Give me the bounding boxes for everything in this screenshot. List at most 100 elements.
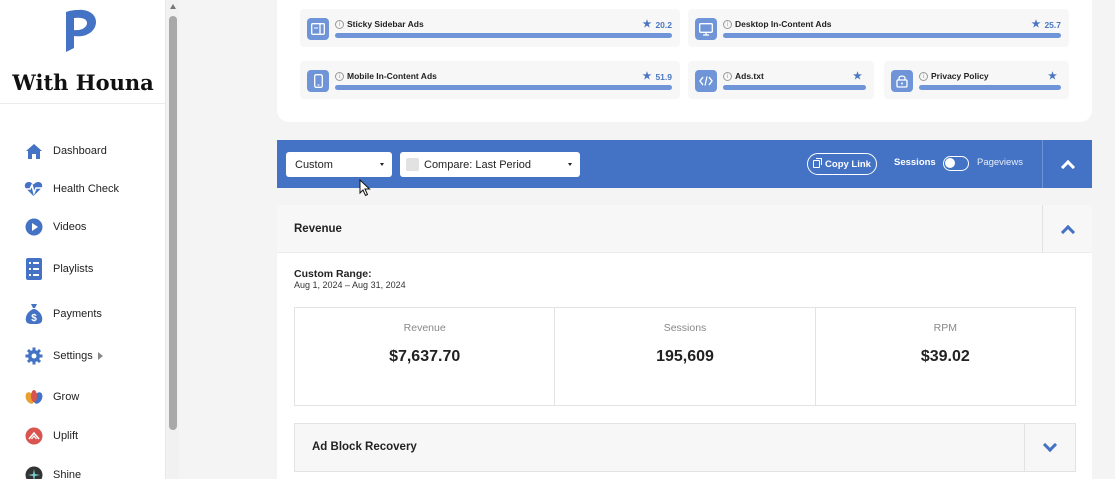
range-value: Aug 1, 2024 – Aug 31, 2024 <box>294 280 406 290</box>
ad-item-ads-txt[interactable]: i Ads.txt ★ <box>688 61 874 99</box>
home-icon <box>24 142 43 161</box>
gear-icon <box>24 347 43 366</box>
lock-icon <box>891 70 913 92</box>
star-icon: ★ <box>642 19 652 30</box>
ad-item-desktop-in-content[interactable]: i Desktop In-Content Ads ★ 25.7 <box>688 9 1069 47</box>
chevron-up-icon <box>1060 159 1075 174</box>
code-icon <box>695 70 717 92</box>
ad-score: ★ 20.2 <box>642 19 672 30</box>
chevron-down-icon <box>1042 437 1058 453</box>
ad-progress-bar <box>335 85 672 90</box>
ad-score: ★ <box>853 71 866 82</box>
nav-item-grow[interactable]: Grow <box>24 384 79 410</box>
toggle-label-pageviews: Pageviews <box>977 157 1023 168</box>
nav-label: Payments <box>53 308 102 320</box>
date-range-value: Custom <box>295 158 333 171</box>
ad-name: Sticky Sidebar Ads <box>347 19 424 29</box>
caret-down-icon <box>568 163 572 166</box>
ad-item-privacy-policy[interactable]: i Privacy Policy ★ <box>884 61 1069 99</box>
revenue-header[interactable]: Revenue <box>277 205 1092 253</box>
ad-score: ★ 25.7 <box>1031 19 1061 30</box>
sidebar-scrollbar[interactable] <box>167 0 179 479</box>
sessions-pageviews-toggle[interactable] <box>943 156 969 171</box>
info-icon[interactable]: i <box>723 72 732 81</box>
brand-name: With Houna <box>12 70 154 95</box>
caret-right-icon <box>97 352 103 360</box>
metric-revenue: Revenue $7,637.70 <box>295 308 556 405</box>
sidebar-layout-icon <box>307 18 329 40</box>
scroll-thumb[interactable] <box>169 16 177 430</box>
nav-label: Uplift <box>53 430 79 442</box>
ad-progress-fill <box>723 33 1061 38</box>
info-icon[interactable]: i <box>723 20 732 29</box>
nav-item-dashboard[interactable]: Dashboard <box>24 138 107 164</box>
filter-toolbar: Custom Compare: Last Period Copy Link Se… <box>277 140 1092 188</box>
money-bag-icon: $ <box>24 304 43 324</box>
ad-progress-fill <box>723 85 866 90</box>
ad-score-value: 20.2 <box>655 19 672 30</box>
info-icon[interactable]: i <box>919 72 928 81</box>
ad-progress-fill <box>335 85 672 90</box>
ad-progress-bar <box>723 33 1061 38</box>
toolbar-collapse-button[interactable] <box>1042 140 1092 188</box>
uplift-icon <box>24 427 43 446</box>
toggle-label-sessions: Sessions <box>894 157 936 168</box>
nav-item-settings[interactable]: Settings <box>24 343 103 369</box>
nav-item-payments[interactable]: $ Payments <box>24 301 102 327</box>
nav-item-videos[interactable]: Videos <box>24 214 86 240</box>
ad-progress-bar <box>723 85 866 90</box>
nav-item-playlists[interactable]: Playlists <box>24 256 93 282</box>
nav-label: Shine <box>53 469 82 479</box>
star-icon: ★ <box>853 71 862 82</box>
scroll-up-arrow-icon[interactable] <box>170 4 176 9</box>
logo-icon <box>66 9 96 53</box>
mouse-cursor-icon <box>359 179 371 197</box>
metric-label: Sessions <box>663 322 707 334</box>
info-icon[interactable]: i <box>335 72 344 81</box>
nav-item-health-check[interactable]: Health Check <box>24 176 119 202</box>
mobile-phone-icon <box>307 70 329 92</box>
ad-name: Privacy Policy <box>931 71 989 81</box>
nav-item-shine[interactable]: Shine <box>24 462 81 479</box>
heartbeat-icon <box>24 180 43 199</box>
ad-score: ★ <box>1048 71 1061 82</box>
date-range-select[interactable]: Custom <box>286 152 392 177</box>
chevron-up-icon <box>1060 224 1075 239</box>
playlist-icon <box>24 258 43 280</box>
info-icon[interactable]: i <box>335 20 344 29</box>
ad-block-recovery-panel[interactable]: Ad Block Recovery <box>294 423 1076 472</box>
copy-link-button[interactable]: Copy Link <box>807 153 877 175</box>
ad-score-value: 51.9 <box>655 71 672 82</box>
compare-select[interactable]: Compare: Last Period <box>400 152 580 177</box>
caret-down-icon <box>380 163 384 166</box>
nav-label: Dashboard <box>53 145 107 157</box>
ad-score: ★ 51.9 <box>642 71 672 82</box>
ad-progress-bar <box>335 33 672 38</box>
ad-score-value: 25.7 <box>1044 19 1061 30</box>
compare-value: Compare: Last Period <box>424 158 531 171</box>
toggle-knob <box>945 158 955 168</box>
ad-units-card: i Sticky Sidebar Ads ★ 20.2 i Desktop In-… <box>277 0 1092 122</box>
compare-color-swatch <box>406 158 419 171</box>
ad-item-mobile-in-content[interactable]: i Mobile In-Content Ads ★ 51.9 <box>300 61 680 99</box>
revenue-title: Revenue <box>294 223 342 235</box>
nav-label: Videos <box>53 221 87 233</box>
revenue-card: Revenue Custom Range: Aug 1, 2024 – Aug … <box>277 205 1092 479</box>
metric-label: Revenue <box>403 322 446 334</box>
star-icon: ★ <box>642 71 652 82</box>
desktop-monitor-icon <box>695 18 717 40</box>
sidebar: With Houna Dashboard Health Check Videos <box>0 0 166 479</box>
ad-item-sticky-sidebar[interactable]: i Sticky Sidebar Ads ★ 20.2 <box>300 9 680 47</box>
ad-block-recovery-title: Ad Block Recovery <box>312 441 417 453</box>
metric-value: 195,609 <box>656 348 714 365</box>
star-icon: ★ <box>1031 19 1041 30</box>
revenue-collapse-button[interactable] <box>1042 205 1092 253</box>
grow-icon <box>24 388 43 407</box>
ad-name: Desktop In-Content Ads <box>735 19 832 29</box>
ad-progress-fill <box>335 33 672 38</box>
nav-item-uplift[interactable]: Uplift <box>24 423 78 449</box>
nav-label: Grow <box>53 391 80 403</box>
ad-block-expand-button[interactable] <box>1024 424 1075 471</box>
nav-label: Playlists <box>53 263 94 275</box>
